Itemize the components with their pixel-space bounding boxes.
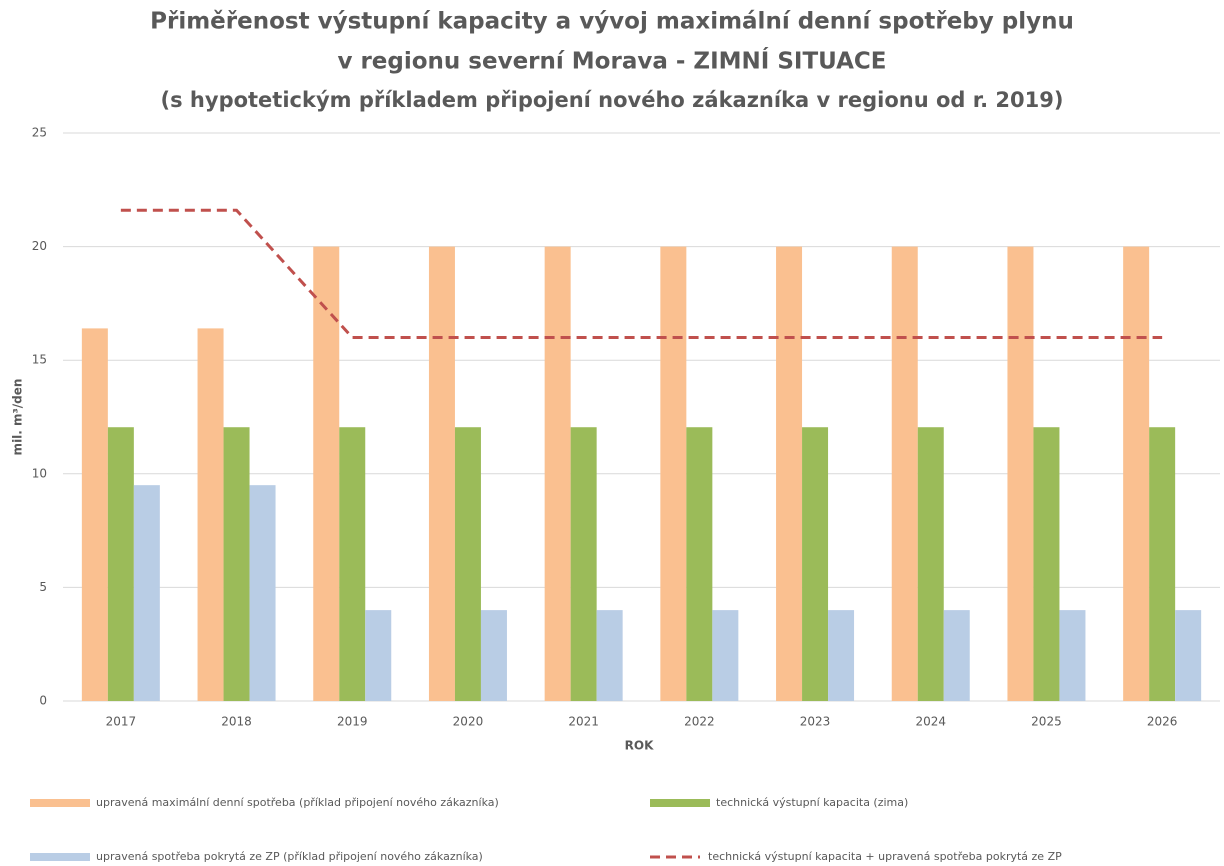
bar	[1059, 610, 1086, 701]
y-tick-label: 0	[39, 694, 47, 708]
bar	[1175, 610, 1202, 701]
bar	[544, 246, 571, 701]
x-tick-label: 2018	[221, 715, 252, 729]
bar	[660, 246, 687, 701]
x-tick-label: 2021	[568, 715, 599, 729]
x-tick-label: 2020	[453, 715, 484, 729]
bar	[1033, 427, 1060, 701]
bar	[313, 246, 340, 701]
bar	[686, 427, 713, 701]
y-tick-label: 15	[32, 353, 47, 367]
x-axis-label: ROK	[625, 739, 654, 753]
bar	[891, 246, 918, 701]
y-tick-label: 25	[32, 126, 47, 140]
y-axis-label: mil. m³/den	[11, 379, 25, 456]
bar	[480, 610, 507, 701]
bar	[596, 610, 623, 701]
legend-label: technická výstupní kapacita + upravená s…	[708, 850, 1062, 863]
x-tick-label: 2023	[800, 715, 831, 729]
chart-title: v regionu severní Morava - ZIMNÍ SITUACE	[337, 47, 886, 75]
x-tick-label: 2017	[106, 715, 137, 729]
x-tick-label: 2025	[1031, 715, 1062, 729]
legend-label: upravená spotřeba pokrytá ze ZP (příklad…	[96, 850, 483, 863]
bar	[197, 328, 224, 701]
bar	[133, 485, 160, 701]
legend-swatch	[650, 799, 710, 807]
bar	[428, 246, 455, 701]
line	[120, 208, 1163, 339]
bar	[570, 427, 597, 701]
bar	[828, 610, 855, 701]
legend-swatch	[30, 853, 90, 861]
bar	[802, 427, 829, 701]
y-tick-label: 20	[32, 239, 47, 253]
x-tick-label: 2026	[1147, 715, 1178, 729]
bar	[107, 427, 134, 701]
bar	[1149, 427, 1176, 701]
legend-swatch	[30, 799, 90, 807]
legend-label: upravená maximální denní spotřeba (příkl…	[96, 796, 499, 809]
chart-title: Přiměřenost výstupní kapacity a vývoj ma…	[150, 9, 1074, 35]
bar	[339, 427, 366, 701]
x-tick-label: 2019	[337, 715, 368, 729]
bar	[365, 610, 392, 701]
x-tick-label: 2024	[915, 715, 946, 729]
legend-label: technická výstupní kapacita (zima)	[716, 796, 908, 809]
y-tick-label: 5	[39, 580, 47, 594]
bar	[776, 246, 803, 701]
bar	[917, 427, 944, 701]
y-tick-label: 10	[32, 466, 47, 480]
bar	[712, 610, 739, 701]
chart-subtitle: (s hypotetickým příkladem připojení nové…	[161, 88, 1064, 112]
bar	[454, 427, 481, 701]
bar	[1007, 246, 1034, 701]
bar	[81, 328, 108, 701]
bar	[249, 485, 276, 701]
x-tick-label: 2022	[684, 715, 715, 729]
bar	[943, 610, 970, 701]
bar	[223, 427, 250, 701]
bar	[1123, 246, 1150, 701]
